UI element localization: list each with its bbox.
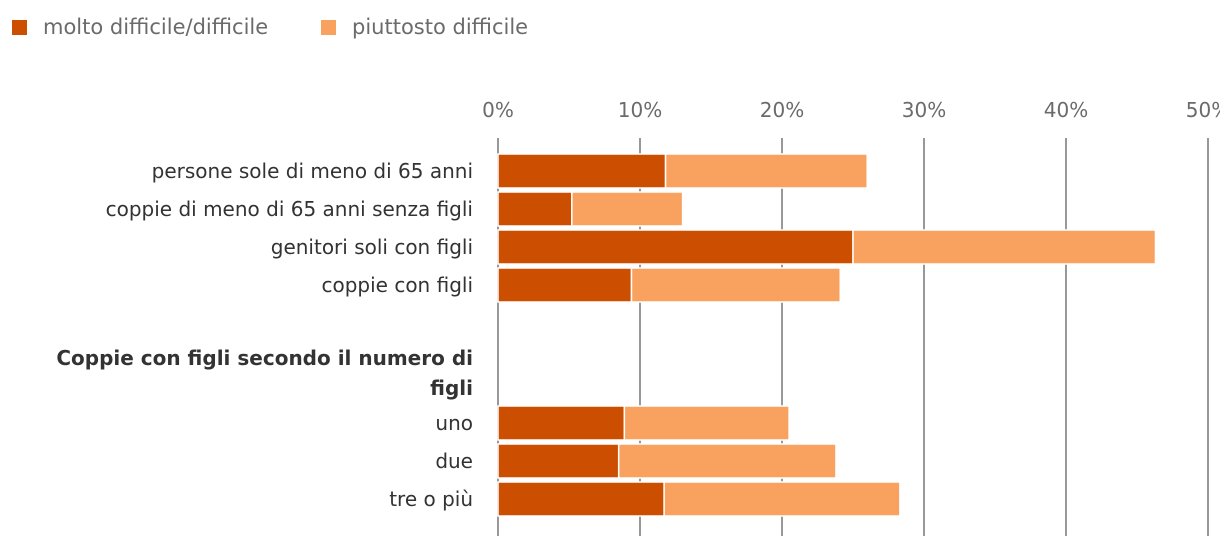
category-label-2: coppie di meno di 65 anni senza figli [106,197,473,221]
bar-4-series-1 [497,267,633,303]
tick-label-40: 40% [1044,98,1088,122]
tick-label-20: 20% [760,98,804,122]
category-label-4: coppie con figli [321,273,473,297]
category-labels: persone sole di meno di 65 anni coppie di… [56,159,473,511]
legend-label-1: molto difficile/difficile [43,15,268,39]
category-label-5: uno [435,411,473,435]
group-title-line-1: Coppie con figli secondo il numero di [56,346,473,370]
bar-7-series-2 [663,481,901,517]
category-label-6: due [435,449,473,473]
bars [497,153,1157,517]
tick-label-0: 0% [482,98,514,122]
bar-4-series-2 [630,267,841,303]
bar-5-series-2 [623,405,790,441]
tick-label-50: 50% [1186,98,1220,122]
legend: molto difficile/difficile piuttosto diffi… [12,15,528,39]
x-axis-ticks: 0% 10% 20% 30% 40% 50% [482,98,1220,122]
bar-2-series-1 [497,191,573,227]
bar-5-series-1 [497,405,626,441]
bar-6-series-2 [617,443,837,479]
bar-3-series-2 [852,229,1157,265]
legend-swatch-1 [12,20,27,35]
bar-3-series-1 [497,229,854,265]
bar-2-series-2 [571,191,684,227]
bar-6-series-1 [497,443,620,479]
legend-swatch-2 [321,20,336,35]
tick-label-30: 30% [902,98,946,122]
legend-label-2: piuttosto difficile [352,15,528,39]
category-label-3: genitori soli con figli [271,235,473,259]
tick-label-10: 10% [618,98,662,122]
category-label-7: tre o più [389,487,473,511]
group-title-line-2: figli [430,376,473,400]
category-label-1: persone sole di meno di 65 anni [152,159,473,183]
bar-1-series-2 [664,153,868,189]
bar-1-series-1 [497,153,667,189]
bar-7-series-1 [497,481,665,517]
